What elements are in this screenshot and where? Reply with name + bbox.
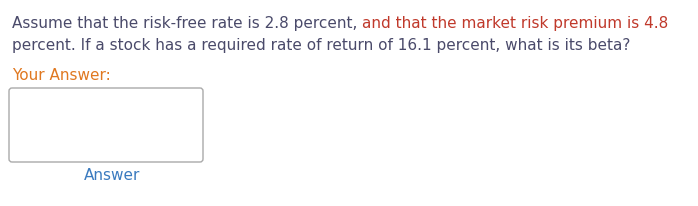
FancyBboxPatch shape — [9, 89, 203, 162]
Text: Answer: Answer — [84, 167, 140, 182]
Text: Your Answer:: Your Answer: — [12, 68, 111, 83]
Text: percent. If a stock has a required rate of return of 16.1 percent, what is its b: percent. If a stock has a required rate … — [12, 38, 630, 53]
Text: and that the market risk premium is 4.8: and that the market risk premium is 4.8 — [362, 16, 669, 31]
Text: Assume that the risk-free rate is 2.8 percent,: Assume that the risk-free rate is 2.8 pe… — [12, 16, 362, 31]
